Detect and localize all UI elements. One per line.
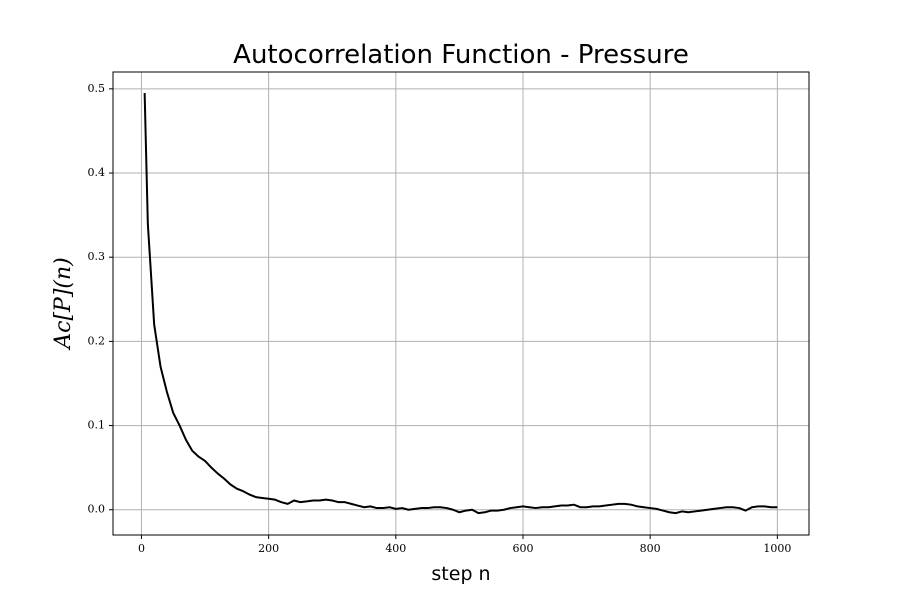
plot-frame (112, 71, 810, 536)
x-tick-label: 800 (640, 542, 661, 555)
x-tick-label: 1000 (763, 542, 791, 555)
y-tick-label: 0.2 (88, 334, 106, 347)
x-axis-label: step n (431, 563, 490, 585)
y-tick-label: 0.0 (88, 503, 106, 516)
y-tick-label: 0.4 (88, 166, 106, 179)
x-tick-label: 200 (258, 542, 279, 555)
y-tick-label: 0.1 (88, 419, 106, 432)
y-tick-label: 0.5 (88, 82, 106, 95)
x-tick-label: 400 (385, 542, 406, 555)
y-tick-label: 0.3 (88, 250, 106, 263)
chart-title: Autocorrelation Function - Pressure (233, 40, 689, 70)
x-tick-label: 600 (513, 542, 534, 555)
line (143, 93, 778, 515)
y-axis-label: Ac[P](n) (51, 257, 76, 351)
x-tick-label: 0 (138, 542, 145, 555)
